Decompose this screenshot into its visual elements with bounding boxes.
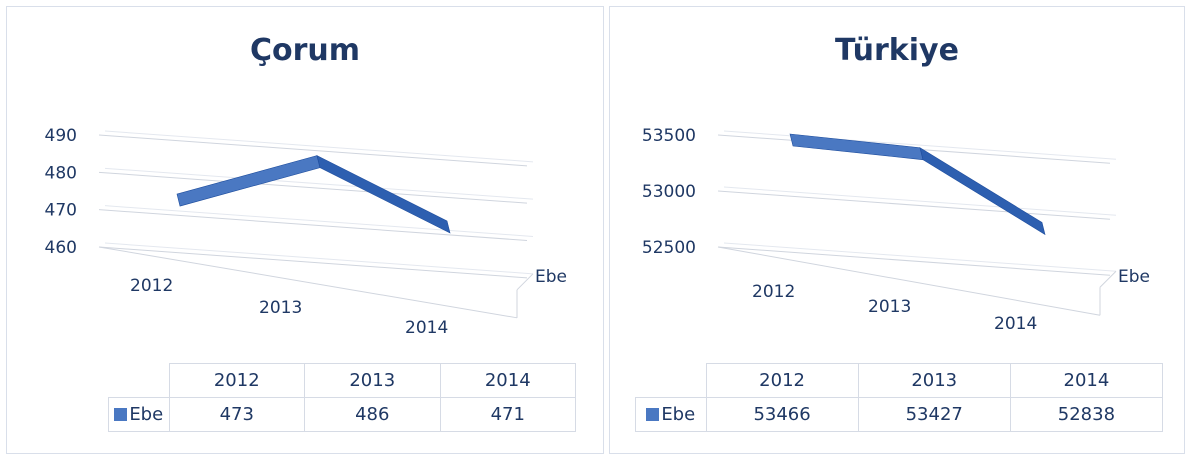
gridline [104,130,534,163]
gridline [98,171,528,204]
chart-plot-area: 53500 53000 52500 2012 2013 2014 Ebe [642,126,1150,334]
x-tick-label: 2012 [130,276,173,296]
floor-edge [717,246,1101,316]
series-axis-label: Ebe [535,267,567,287]
x-tick-label: 2012 [752,282,795,302]
gridline [723,130,1117,160]
table-value-cell: 53466 [705,397,859,432]
legend-swatch [114,408,128,421]
gridline [98,246,528,279]
y-tick-label: 52500 [642,238,696,258]
y-tick-label: 490 [45,126,77,146]
table-value-cell: 52838 [1009,397,1164,432]
data-table: 2012 2013 2014 Ebe 473 486 471 [108,363,576,432]
y-tick-label: 53500 [642,126,696,146]
y-tick-label: 53000 [642,182,696,202]
series-ribbon-segment [789,133,924,161]
table-header-cell: 2013 [304,363,441,398]
floor-edge [98,246,518,319]
table-header-cell: 2012 [168,363,305,398]
gridline [723,242,1117,272]
legend-label: Ebe [129,404,164,425]
table-corner [108,363,170,398]
gridline [104,167,534,200]
series-ribbon-segment [316,155,451,234]
table-corner [635,363,707,398]
gridline [98,134,528,167]
data-table: 2012 2013 2014 Ebe 53466 53427 52838 [635,363,1164,432]
gridline [104,205,534,237]
x-tick-label: 2014 [405,318,448,338]
table-value-cell: 486 [304,397,441,432]
floor-edge [1099,270,1117,288]
table-header-cell: 2014 [439,363,576,398]
gridline [98,209,528,241]
x-tick-label: 2013 [259,298,302,318]
gridline [717,190,1111,220]
x-tick-label: 2013 [868,297,911,317]
chart-title: Türkiye [835,33,959,68]
table-header-cell: 2012 [705,363,859,398]
gridline [717,246,1111,276]
legend-label: Ebe [661,404,696,425]
table-value-cell: 473 [168,397,305,432]
chart-title: Çorum [249,33,361,68]
x-tick-label: 2014 [994,314,1037,334]
y-tick-label: 460 [45,238,77,258]
table-row-label: Ebe [635,397,707,432]
series-axis-label: Ebe [1118,267,1150,287]
table-header-cell: 2014 [1009,363,1164,398]
table-row-label: Ebe [108,397,170,432]
table-value-cell: 53427 [857,397,1011,432]
y-tick-label: 470 [45,201,77,221]
gridline [104,242,534,275]
series-ribbon-segment [919,147,1046,236]
gridline [723,186,1117,216]
table-value-cell: 471 [439,397,576,432]
floor-edge [516,273,534,291]
chart-plot-area: 490 480 470 460 2012 2013 2014 Ebe [45,126,567,338]
table-header-cell: 2013 [857,363,1011,398]
chart-panel-corum: Çorum 490 480 470 460 2012 2013 2014 Ebe… [6,6,604,454]
legend-swatch [646,408,660,421]
series-ribbon-segment [176,155,321,207]
y-tick-label: 480 [45,163,77,183]
chart-panel-turkiye: Türkiye 53500 53000 52500 2012 2013 2014… [609,6,1185,454]
